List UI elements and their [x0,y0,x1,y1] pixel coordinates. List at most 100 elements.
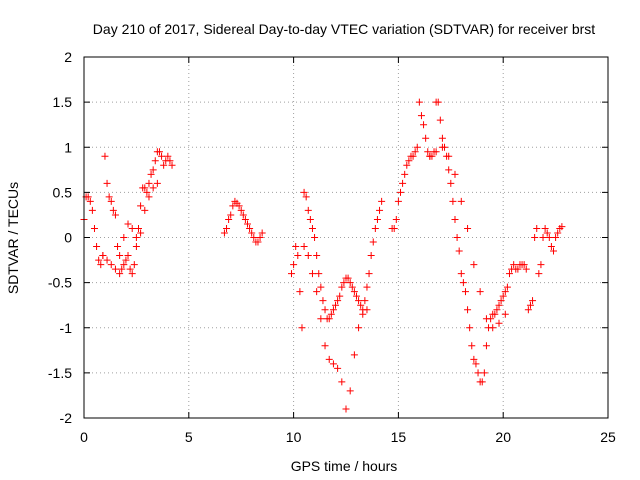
x-tick-label: 25 [600,429,616,445]
data-point [399,179,407,187]
data-point [300,243,308,251]
data-point [141,184,149,192]
data-point [111,211,119,219]
data-point [346,387,354,395]
y-tick-label: 2 [64,49,72,65]
data-point [342,405,350,413]
data-point [99,252,107,260]
data-point [300,188,308,196]
data-point [411,148,419,156]
data-point [396,188,404,196]
data-point [524,306,532,314]
data-point [451,215,459,223]
data-point [457,270,465,278]
data-point [369,238,377,246]
data-point [304,206,312,214]
data-point [552,234,560,241]
data-point [459,279,467,287]
x-tick-label: 20 [495,429,511,445]
data-point [340,279,348,287]
data-point [103,256,111,264]
data-point [476,288,484,296]
data-point [120,261,128,269]
data-point [128,224,136,232]
data-point [153,179,161,187]
data-point [311,234,319,241]
data-point [147,170,155,178]
y-tick-label: -0.5 [48,275,72,291]
y-tick-label: 1.5 [53,94,73,110]
data-point [145,193,153,201]
data-point [453,234,461,241]
data-point [84,193,92,201]
data-series [288,188,386,332]
data-series [426,143,509,332]
data-point [107,197,115,205]
data-point [489,324,497,332]
data-point [526,301,534,309]
y-tick-label: 1 [64,139,72,155]
data-point [243,220,251,228]
y-axis-label: SDTVAR / TECUs [5,182,21,294]
data-point [313,288,321,296]
data-series [300,243,371,413]
y-tick-label: 0.5 [53,184,73,200]
data-point [325,355,333,363]
data-point [531,234,539,241]
data-point [124,252,132,260]
data-point [361,297,369,305]
data-point [313,252,321,260]
data-point [535,270,543,278]
data-point [223,224,231,232]
data-point [308,224,316,232]
data-point [434,98,442,106]
data-point [359,310,367,318]
data-point [258,229,266,237]
data-point [151,157,159,165]
data-point [250,234,258,241]
data-point [160,161,168,169]
data-point [520,261,528,269]
data-point [220,229,228,237]
data-point [288,270,296,278]
data-point [438,134,446,142]
data-point [365,270,373,278]
data-point [256,234,264,241]
data-point [149,166,157,174]
data-point [105,193,113,201]
data-point [86,197,94,205]
data-point [495,301,503,309]
data-point [550,247,558,255]
data-point [248,229,256,237]
data-point [415,98,423,106]
data-point [464,224,472,232]
data-point [296,288,304,296]
data-point [543,229,551,237]
data-point [158,152,166,160]
data-point [116,270,124,278]
data-point [317,315,325,323]
data-point [363,306,371,314]
data-point [130,261,138,269]
data-point [355,297,363,305]
data-point [445,152,453,160]
data-point [97,261,105,269]
data-point [401,170,409,178]
data-point [371,224,379,232]
data-point [482,342,490,350]
data-point [128,270,136,278]
data-point [90,224,98,232]
data-point [225,215,233,223]
data-point [329,360,337,368]
data-series [388,98,518,386]
data-point [237,206,245,214]
data-point [93,243,101,251]
data-point [334,364,342,372]
data-point [101,152,109,160]
data-point [137,202,145,210]
data-point [103,179,111,187]
data-point [95,256,103,264]
data-point [409,152,417,160]
data-point [514,265,522,273]
